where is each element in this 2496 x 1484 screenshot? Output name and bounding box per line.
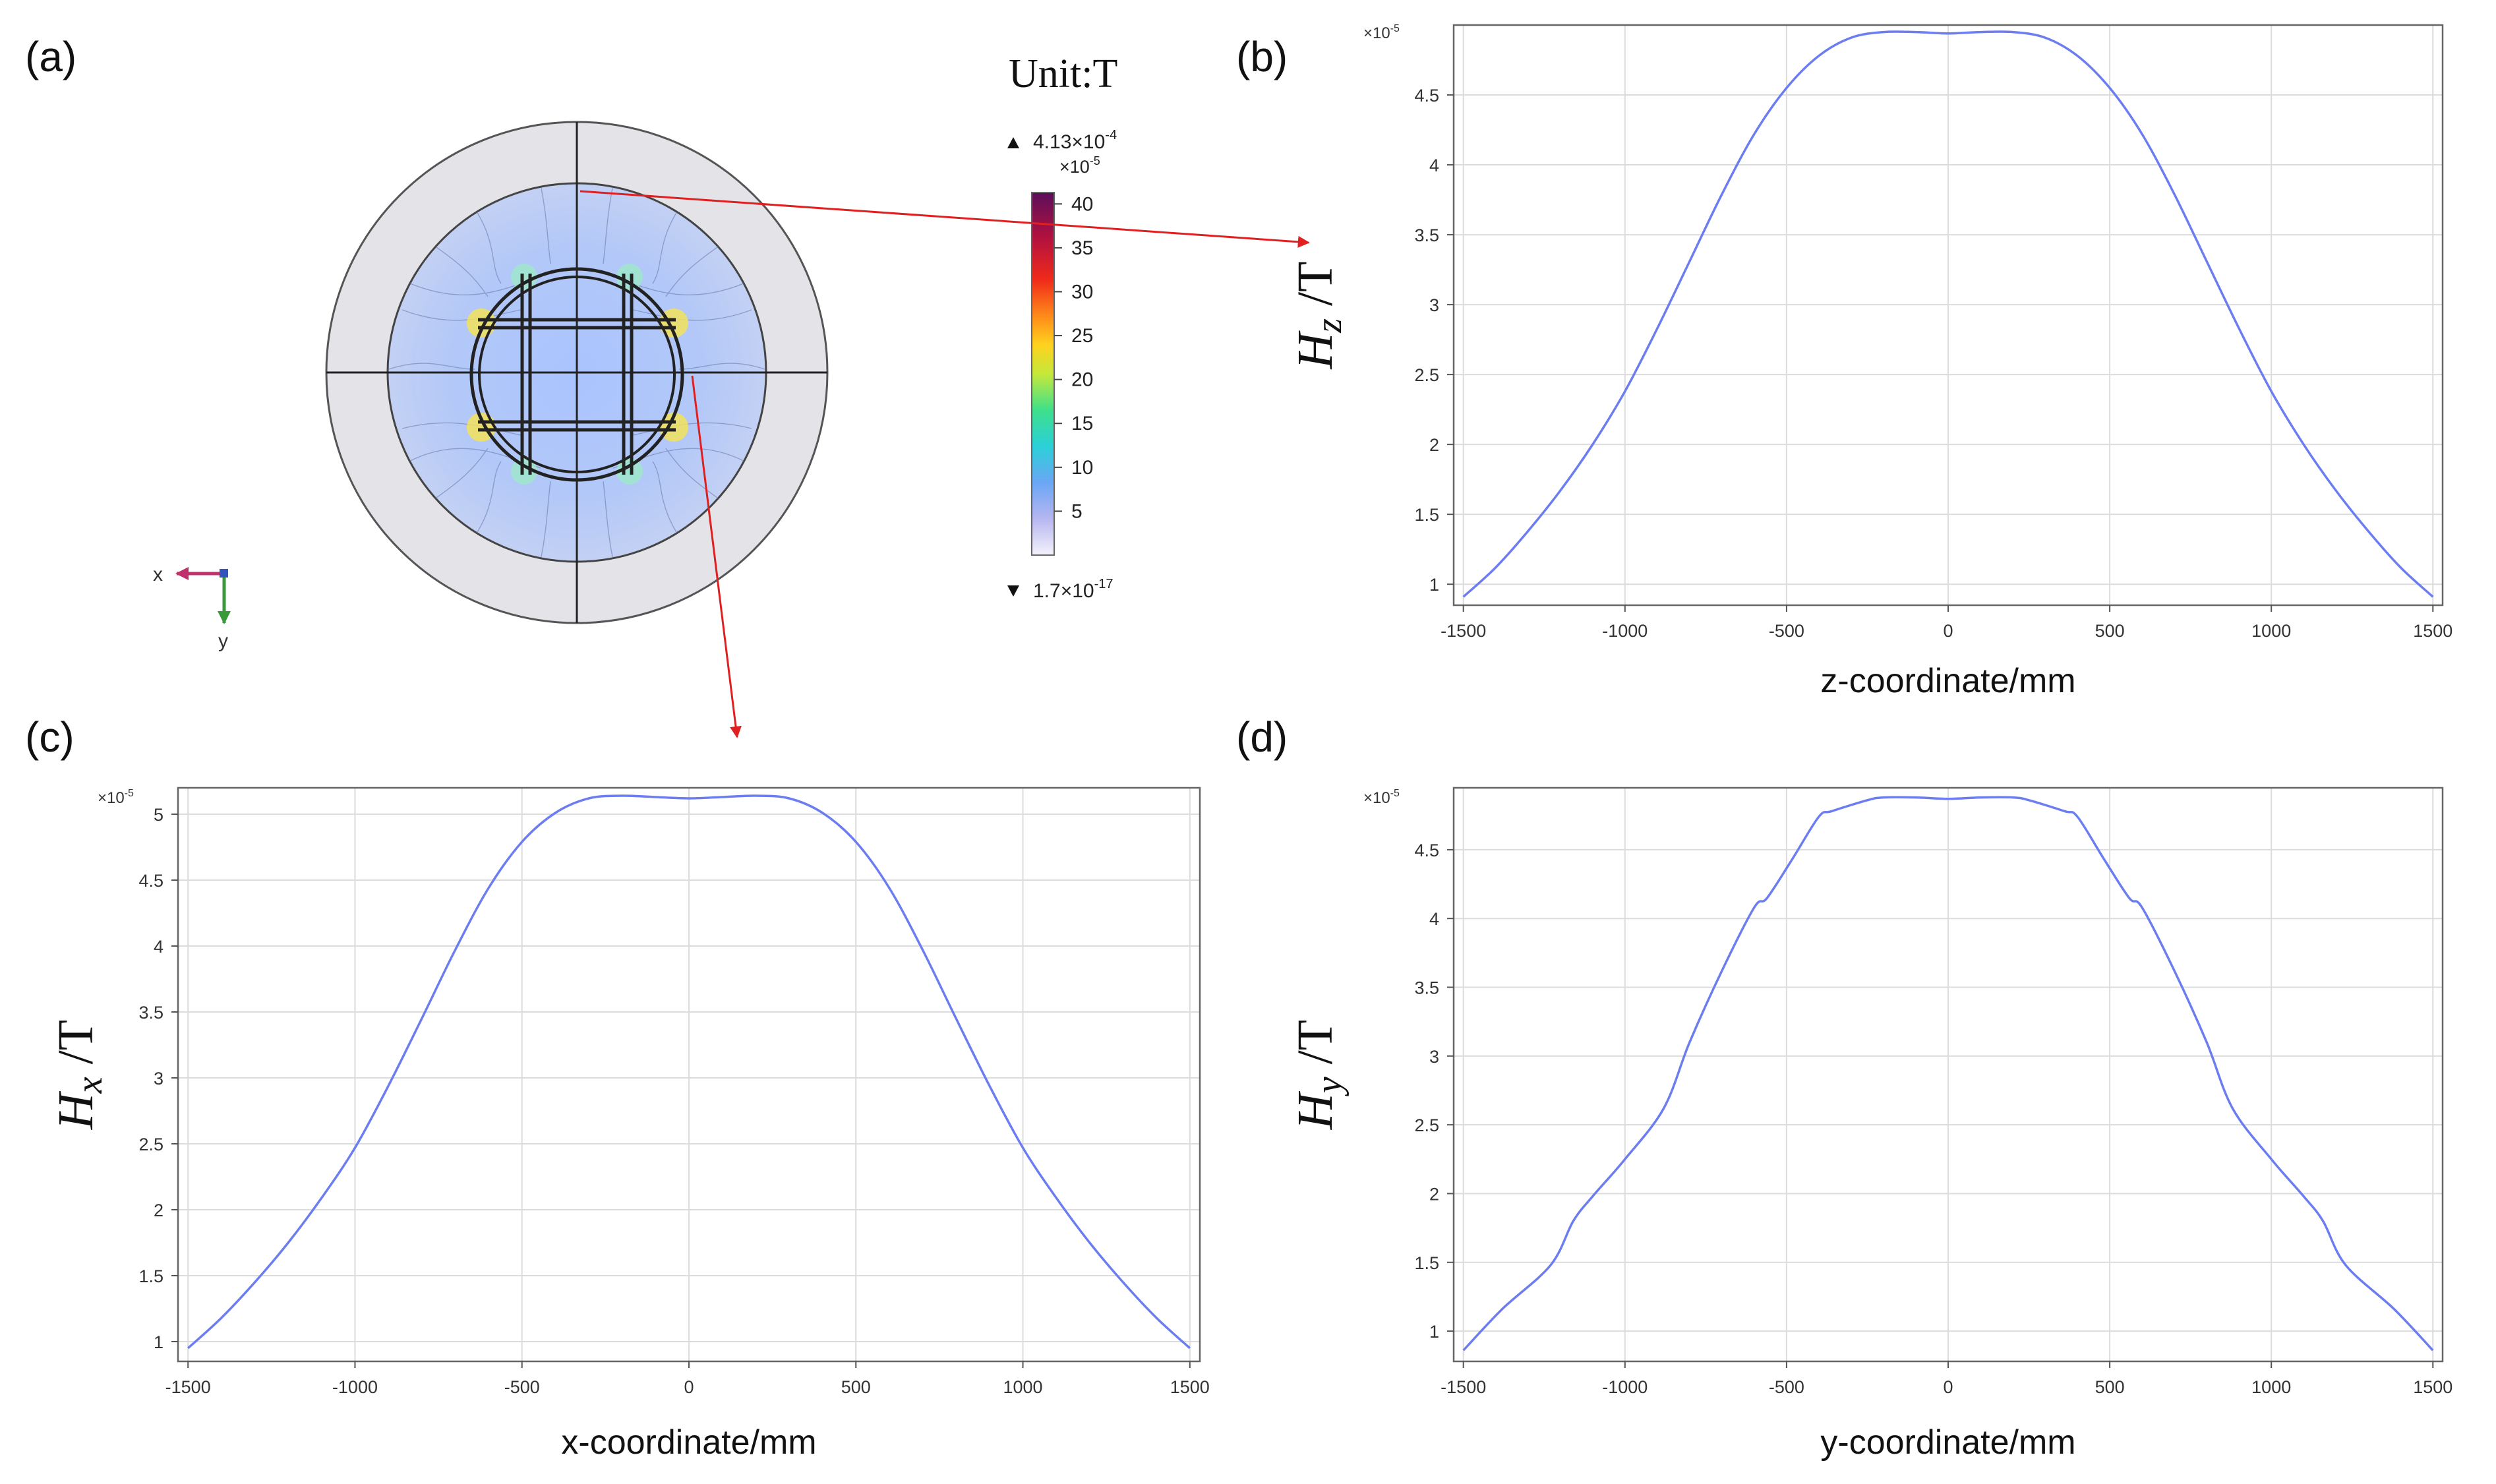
x-axis-label: z-coordinate/mm: [1820, 662, 2075, 700]
x-tick-label: -1500: [1441, 1377, 1486, 1397]
axis-origin-marker: [220, 569, 228, 578]
series-line-c: [187, 794, 1191, 1350]
y-tick-label: 1.5: [1414, 1253, 1439, 1273]
x-axis-label: y-coordinate/mm: [1820, 1423, 2075, 1462]
x-tick-label: 0: [684, 1377, 694, 1397]
y-tick-label: 3: [1429, 295, 1439, 315]
axis-y-label: y: [218, 630, 228, 652]
y-scale-factor: ×10-5: [98, 788, 134, 807]
x-tick-label: -500: [504, 1377, 540, 1397]
unit-label: Unit:T: [1009, 51, 1117, 96]
panel-b: (b) -1500 -1000 -500 0 500 1000 1500 1 1.5 2 2.5 3 3…: [1236, 23, 2452, 700]
x-tick-label: -1000: [332, 1377, 378, 1397]
callout-arrow-to-b: [579, 190, 1310, 248]
y-tick-label: 3: [1429, 1047, 1439, 1067]
x-tick-label: -500: [1769, 621, 1804, 641]
min-marker-icon: [1007, 585, 1019, 597]
x-tick-label: -1000: [1602, 1377, 1648, 1397]
y-tick-label: 3.5: [1414, 225, 1439, 245]
colorbar-tick-label: 10: [1071, 457, 1093, 479]
x-tick-label: 0: [1943, 621, 1953, 641]
axis-indicator: x y: [153, 564, 231, 652]
y-axis-label: Hx /T: [48, 1020, 110, 1130]
y-tick-label: 2.5: [1414, 1115, 1439, 1135]
y-tick-label: 2.5: [138, 1135, 163, 1154]
y-tick-label: 3: [154, 1069, 163, 1088]
colorbar-ticks: 40 35 30 25 20 15 10 5: [1054, 193, 1093, 522]
min-value: 1.7×10-17: [1033, 577, 1114, 602]
x-tick-label: 1000: [2251, 1377, 2291, 1397]
axis-x-label: x: [153, 564, 163, 585]
panel-c-label: (c): [25, 713, 74, 761]
y-tick-label: 4.5: [138, 871, 163, 891]
y-tick-label: 1.5: [1414, 505, 1439, 525]
max-marker-icon: [1007, 137, 1019, 148]
x-tick-label: -1500: [1441, 621, 1486, 641]
y-tick-label: 2: [154, 1201, 163, 1220]
y-tick-label: 4: [1429, 156, 1439, 175]
x-tick-label: -1500: [165, 1377, 211, 1397]
x-tick-label: 1000: [1003, 1377, 1042, 1397]
panel-b-label: (b): [1236, 33, 1288, 80]
chart-b: -1500 -1000 -500 0 500 1000 1500 1 1.5 2 2.5 3 3.5 4 4…: [1288, 23, 2452, 700]
y-tick-label: 4.5: [1414, 86, 1439, 105]
x-tick-label: -500: [1769, 1377, 1804, 1397]
colorbar-tick-label: 25: [1071, 325, 1093, 347]
x-tick-label: 1500: [2413, 1377, 2452, 1397]
y-tick-label: 4: [1429, 909, 1439, 929]
series-line-b: [1462, 30, 2434, 598]
colorbar-tick-label: 5: [1071, 500, 1083, 522]
panel-d: (d) -1500 -1000 -500 0 500 1000 1500 1 1.5 2 2.5 3 3…: [1236, 713, 2452, 1462]
y-tick-label: 3.5: [1414, 978, 1439, 998]
panel-c: (c) -1500 -1000 -500 0 500 1000 1500 1 1.5 2 2.5 3 3…: [25, 713, 1210, 1462]
x-tick-label: 1000: [2251, 621, 2291, 641]
panel-a: (a): [25, 33, 1310, 738]
colorbar-scale: ×10-5: [1059, 154, 1100, 177]
colorbar-gradient: [1031, 192, 1055, 556]
y-scale-factor: ×10-5: [1363, 788, 1400, 807]
x-tick-label: 500: [841, 1377, 871, 1397]
y-tick-label: 2: [1429, 1184, 1439, 1204]
panel-d-label: (d): [1236, 713, 1288, 761]
colorbar-tick-label: 35: [1071, 237, 1093, 259]
x-tick-label: -1000: [1602, 621, 1648, 641]
y-tick-label: 1.5: [138, 1266, 163, 1286]
x-tick-label: 1500: [1170, 1377, 1210, 1397]
x-tick-label: 500: [2095, 1377, 2125, 1397]
x-tick-label: 500: [2095, 621, 2125, 641]
y-tick-label: 1: [1429, 575, 1439, 595]
max-value: 4.13×10-4: [1033, 128, 1117, 153]
chart-d: -1500 -1000 -500 0 500 1000 1500 1 1.5 2 2.5 3 3.5 4 4…: [1288, 787, 2452, 1462]
colorbar-tick-label: 15: [1071, 413, 1093, 434]
y-tick-label: 1: [1429, 1322, 1439, 1342]
colorbar: Unit:T 4.13×10-4 ×10-5 40 35 30 25 20 15 10 5 1…: [1007, 51, 1117, 602]
y-tick-label: 2: [1429, 435, 1439, 455]
colorbar-tick-label: 40: [1071, 193, 1093, 215]
series-line-d: [1462, 796, 2434, 1351]
y-tick-label: 4: [154, 937, 163, 957]
x-tick-label: 1500: [2413, 621, 2452, 641]
coil-cross-section: [325, 121, 829, 624]
callout-arrow-to-c: [691, 375, 742, 738]
colorbar-tick-label: 30: [1071, 281, 1093, 303]
y-tick-label: 3.5: [138, 1003, 163, 1023]
chart-c: -1500 -1000 -500 0 500 1000 1500 1 1.5 2 2.5 3 3.5 4 4…: [48, 787, 1210, 1462]
y-tick-label: 4.5: [1414, 841, 1439, 860]
y-axis-label: Hz /T: [1288, 261, 1350, 369]
y-axis-label: Hy /T: [1288, 1020, 1350, 1130]
x-tick-label: 0: [1943, 1377, 1953, 1397]
colorbar-tick-label: 20: [1071, 369, 1093, 391]
y-tick-label: 5: [154, 805, 163, 825]
x-axis-label: x-coordinate/mm: [561, 1423, 816, 1462]
y-tick-label: 1: [154, 1332, 163, 1352]
panel-a-label: (a): [25, 33, 76, 80]
y-scale-factor: ×10-5: [1363, 23, 1400, 42]
y-tick-label: 2.5: [1414, 365, 1439, 385]
